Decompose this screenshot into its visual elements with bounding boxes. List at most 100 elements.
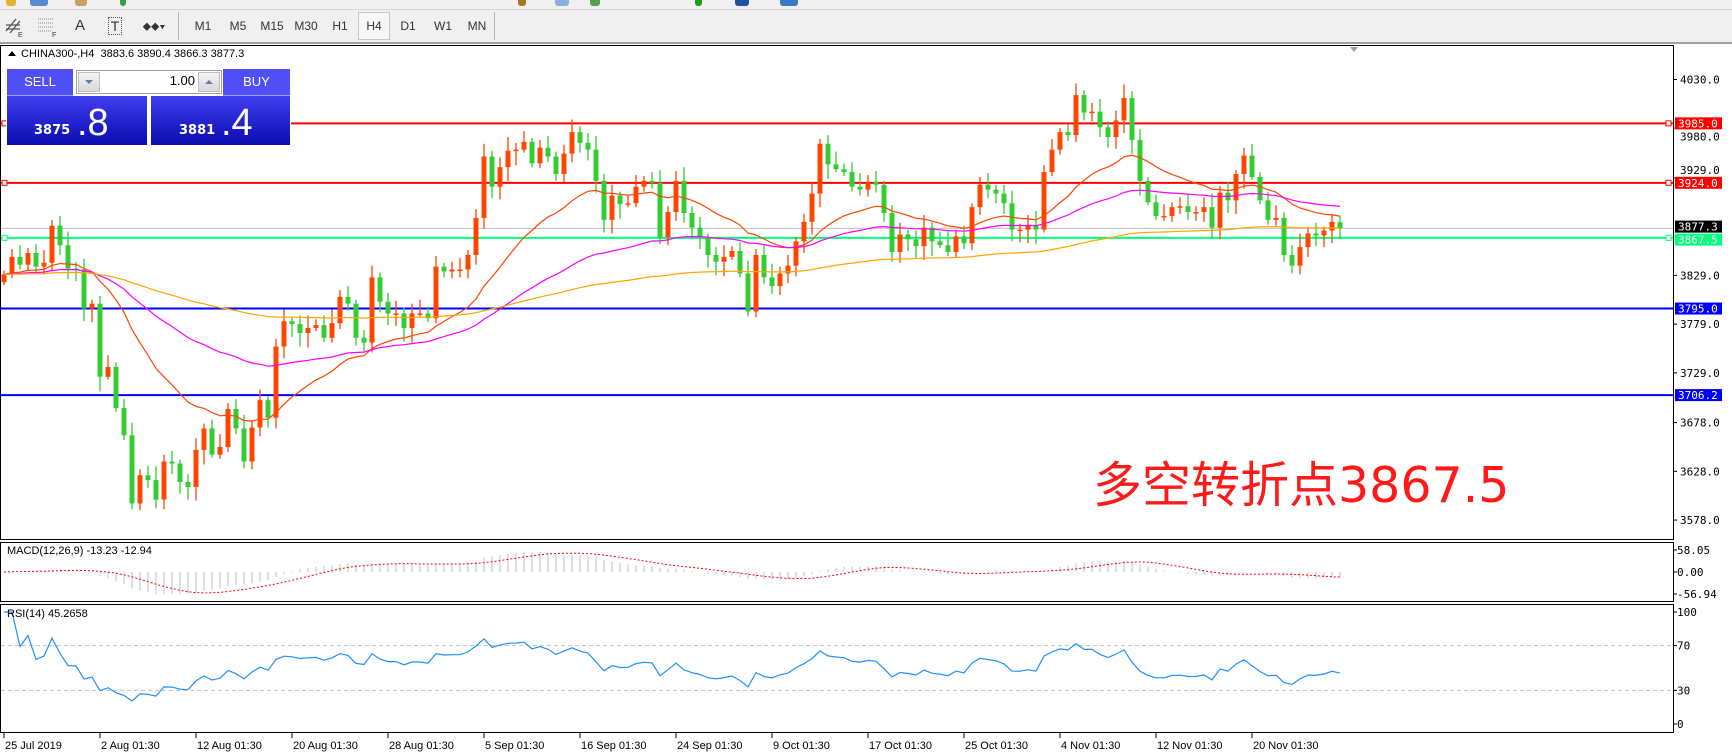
candle-body bbox=[409, 313, 415, 329]
time-axis-label: 20 Aug 01:30 bbox=[293, 740, 358, 752]
rsi-line bbox=[4, 611, 1341, 702]
candle bbox=[57, 215, 63, 255]
main-chart-frame bbox=[0, 45, 1674, 540]
candle-body bbox=[217, 446, 223, 455]
text-tool-button[interactable]: A bbox=[74, 17, 85, 34]
text-label-tool-button[interactable]: T bbox=[104, 13, 126, 39]
metaeditor-icon[interactable] bbox=[590, 0, 600, 6]
candle bbox=[553, 151, 559, 181]
lot-decrease-button[interactable] bbox=[78, 72, 100, 92]
candle-body bbox=[1033, 224, 1039, 230]
candle bbox=[505, 137, 511, 181]
time-axis-label: 12 Aug 01:30 bbox=[197, 740, 262, 752]
arrows-icon: ⬥⬥ bbox=[142, 19, 160, 33]
candle bbox=[305, 315, 311, 348]
candle-body bbox=[1081, 95, 1087, 113]
candle-body bbox=[465, 254, 471, 270]
arrows-dropdown-button[interactable]: ⬥⬥▾ bbox=[138, 13, 170, 39]
candle bbox=[1321, 226, 1327, 248]
candle-body bbox=[81, 269, 87, 309]
candle bbox=[1329, 214, 1335, 244]
period-w1[interactable]: W1 bbox=[434, 19, 452, 33]
candle-body bbox=[769, 277, 775, 287]
time-axis-label: 17 Oct 01:30 bbox=[869, 740, 932, 752]
autotrading-icon[interactable] bbox=[518, 0, 526, 6]
candle bbox=[161, 454, 167, 510]
line-anchor-handle[interactable] bbox=[1665, 234, 1672, 241]
candle bbox=[481, 143, 487, 229]
period-mn[interactable]: MN bbox=[467, 19, 487, 33]
candle-body bbox=[1129, 98, 1135, 140]
candle bbox=[241, 414, 247, 469]
period-m5[interactable]: M5 bbox=[229, 19, 247, 33]
buy-button[interactable]: BUY bbox=[223, 69, 290, 96]
candle bbox=[1009, 190, 1015, 242]
candle-body bbox=[721, 256, 727, 262]
market-watch-icon[interactable] bbox=[120, 0, 126, 6]
candle-body bbox=[257, 400, 263, 428]
candle bbox=[545, 136, 551, 163]
time-axis-label: 4 Nov 01:30 bbox=[1061, 740, 1120, 752]
candle bbox=[25, 248, 31, 271]
lot-increase-button[interactable] bbox=[198, 72, 220, 92]
price-axis-label: 4030.0 bbox=[1680, 74, 1720, 87]
chart-window[interactable] bbox=[0, 44, 1732, 754]
candle bbox=[753, 249, 759, 318]
period-m1[interactable]: M1 bbox=[194, 19, 212, 33]
candle-body bbox=[1, 274, 7, 283]
candle-body bbox=[329, 323, 335, 338]
candle bbox=[889, 205, 895, 262]
line-anchor-handle[interactable] bbox=[1665, 179, 1672, 186]
candle bbox=[641, 175, 647, 192]
period-m30[interactable]: M30 bbox=[294, 19, 318, 33]
candle-body bbox=[529, 141, 535, 164]
candle-body bbox=[1241, 155, 1247, 175]
candle bbox=[377, 272, 383, 313]
candle-body bbox=[1337, 222, 1343, 229]
profiles-icon[interactable] bbox=[30, 0, 48, 6]
level-price-tag-text: 3867.5 bbox=[1678, 234, 1718, 247]
candle-body bbox=[753, 254, 759, 312]
candle bbox=[393, 300, 399, 327]
candle bbox=[1313, 222, 1319, 247]
period-h4[interactable]: H4 bbox=[358, 12, 390, 40]
period-d1[interactable]: D1 bbox=[400, 19, 416, 33]
new-chart-icon[interactable] bbox=[6, 0, 16, 6]
period-h1[interactable]: H1 bbox=[332, 19, 348, 33]
candle-body bbox=[321, 325, 327, 338]
period-m15[interactable]: M15 bbox=[260, 19, 284, 33]
candle-body bbox=[969, 207, 975, 244]
candle bbox=[713, 247, 719, 276]
candle-body bbox=[665, 212, 671, 238]
candle-body bbox=[417, 313, 423, 315]
candle bbox=[609, 184, 615, 234]
candle bbox=[353, 299, 359, 346]
lot-size-field[interactable]: 1.00 bbox=[76, 70, 222, 94]
new-order-icon[interactable] bbox=[555, 0, 569, 6]
collapse-triangle-icon[interactable] bbox=[8, 51, 16, 56]
zoom-icon[interactable] bbox=[735, 0, 749, 6]
candle-body bbox=[1289, 254, 1295, 266]
tile-icon[interactable] bbox=[780, 0, 798, 6]
pivot-annotation-text[interactable]: 多空转折点3867.5 bbox=[1093, 457, 1510, 514]
sell-price-button[interactable]: 3875 .8 bbox=[7, 96, 147, 145]
line-anchor-handle[interactable] bbox=[1, 179, 8, 186]
lot-size-value[interactable]: 1.00 bbox=[169, 73, 195, 88]
candle-body bbox=[41, 262, 47, 267]
candle bbox=[185, 474, 191, 500]
line-anchor-handle[interactable] bbox=[1665, 120, 1672, 127]
sell-button[interactable]: SELL bbox=[7, 69, 73, 96]
grid-button[interactable]: F bbox=[35, 13, 59, 39]
candle bbox=[769, 263, 775, 294]
period-separators-button[interactable]: E bbox=[2, 13, 26, 39]
candle bbox=[689, 206, 695, 239]
navigator-icon[interactable] bbox=[75, 0, 87, 6]
bar-chart-icon[interactable] bbox=[695, 0, 702, 6]
candle bbox=[841, 163, 847, 176]
line-anchor-handle[interactable] bbox=[1, 234, 8, 241]
price-axis-label: 3678.0 bbox=[1680, 417, 1720, 430]
buy-price-button[interactable]: 3881 .4 bbox=[151, 96, 290, 145]
chart-shift-marker-icon[interactable] bbox=[1350, 47, 1358, 52]
candle bbox=[113, 362, 119, 412]
